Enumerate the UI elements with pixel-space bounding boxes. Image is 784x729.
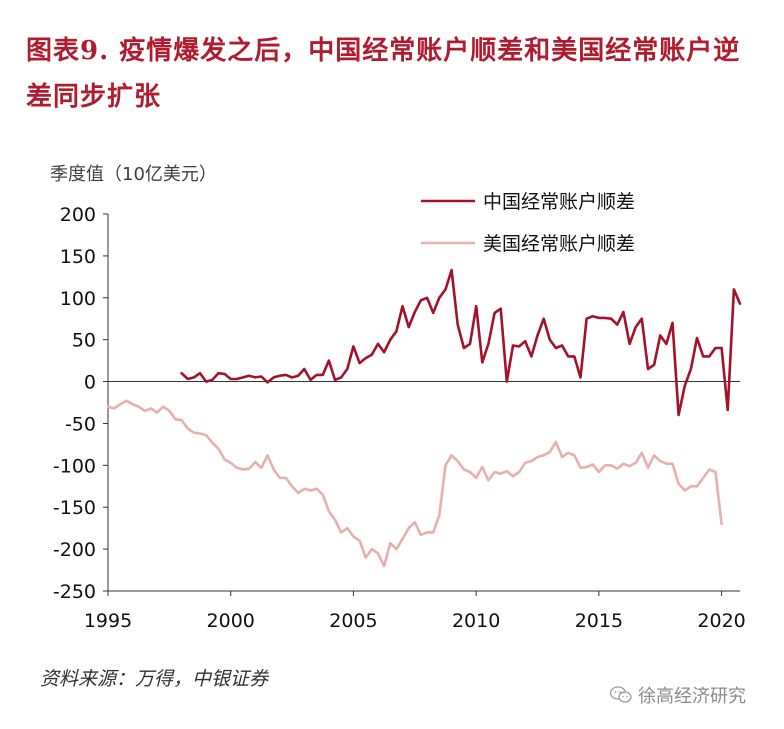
y-tick-label: -100 [53, 455, 96, 477]
y-tick-label: -250 [53, 581, 96, 603]
source-note: 资料来源：万得，中银证券 [40, 668, 269, 690]
watermark-text: 徐高经济研究 [638, 686, 746, 707]
series-line-china [180, 268, 742, 417]
x-tick-label: 2000 [207, 610, 255, 632]
watermark: 徐高经济研究 [610, 682, 746, 708]
y-tick-label: -200 [53, 539, 96, 561]
y-tick-label: 0 [84, 372, 96, 394]
x-tick-label: 2010 [452, 610, 500, 632]
axes: 200 150 100 50 0 -50 -100 -150 -200 -250 1995 2000 2… [53, 204, 746, 632]
x-tick-label: 2005 [329, 610, 377, 632]
legend-label: 美国经常账户顺差 [483, 233, 635, 255]
legend-label: 中国经常账户顺差 [483, 191, 635, 213]
chart-title: 图表9. 疫情爆发之后，中国经常账户顺差和美国经常账户逆差同步扩张 [26, 36, 741, 112]
series-layer [106, 268, 742, 568]
y-tick-label: -150 [53, 497, 96, 519]
x-tick-label: 1995 [84, 610, 132, 632]
x-tick-label: 2020 [697, 610, 745, 632]
y-tick-label: 100 [60, 288, 96, 310]
chat-bubble-icon [610, 686, 632, 703]
y-tick-label: -50 [65, 413, 96, 435]
y-tick-label: 200 [60, 204, 96, 226]
series-line-us [106, 399, 723, 568]
y-tick-label: 50 [72, 330, 96, 352]
x-tick-label: 2015 [575, 610, 623, 632]
y-tick-label: 150 [60, 246, 96, 268]
y-axis-label: 季度值（10亿美元） [50, 164, 217, 185]
